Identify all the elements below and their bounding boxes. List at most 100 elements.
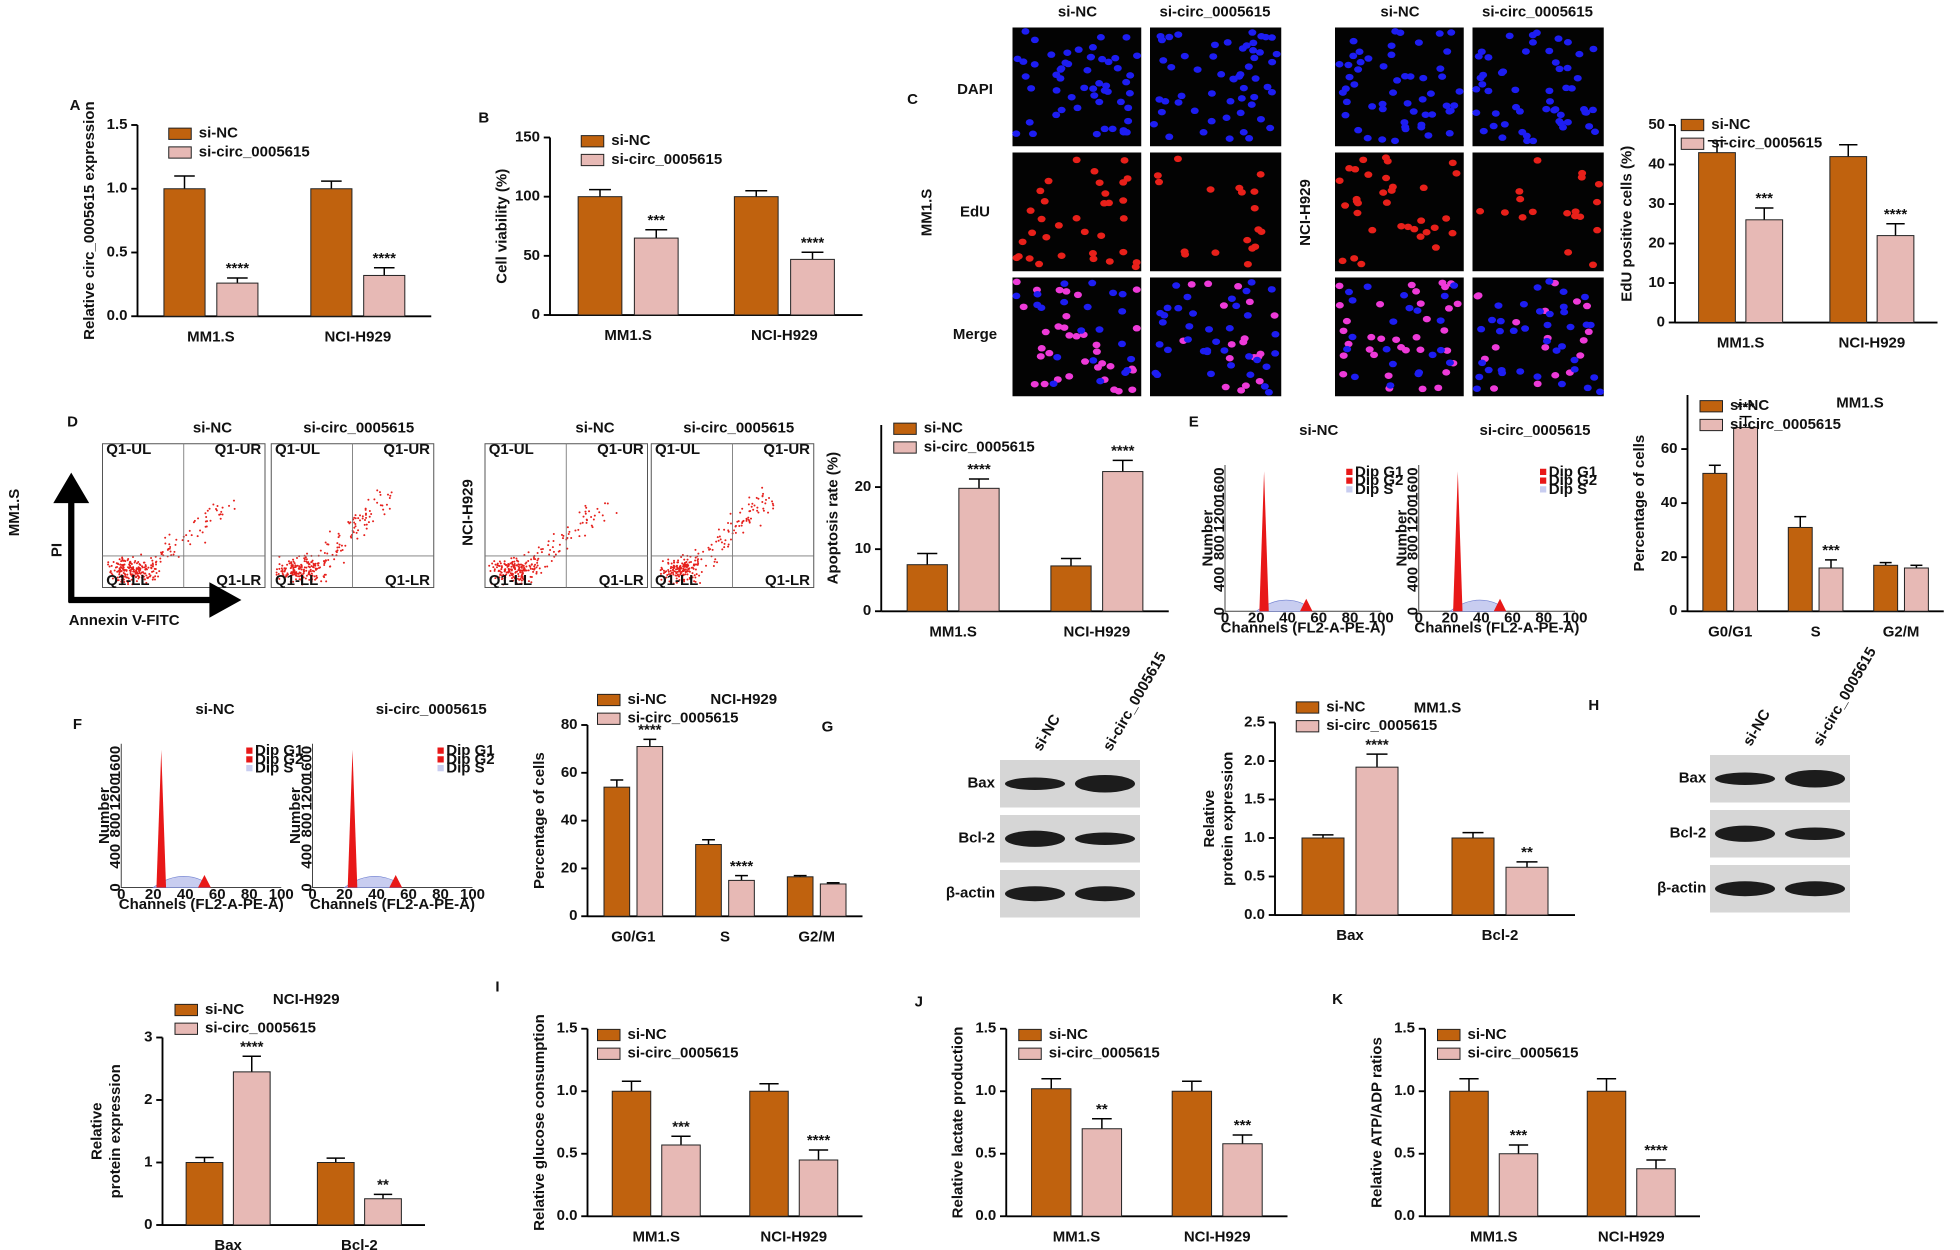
- event-dot: [137, 566, 140, 569]
- column-label: si-NC: [1740, 706, 1774, 749]
- cell-nucleus: [1421, 111, 1430, 118]
- legend-swatch: [1540, 477, 1547, 484]
- event-dot: [336, 546, 339, 549]
- event-dot: [299, 572, 302, 575]
- y-tick-label: 150: [515, 128, 540, 145]
- event-dot: [516, 559, 519, 562]
- event-dot: [310, 560, 313, 563]
- event-dot: [212, 503, 215, 506]
- event-dot: [132, 566, 135, 569]
- event-dot: [675, 577, 678, 580]
- event-dot: [275, 571, 278, 574]
- event-dot: [121, 558, 124, 561]
- cell-nucleus: [1248, 29, 1257, 36]
- event-dot: [325, 580, 328, 583]
- y-tick-label: 2.5: [1244, 713, 1265, 730]
- cell-nucleus: [1030, 36, 1039, 44]
- x-tick-label: MM1.S: [1717, 335, 1765, 352]
- event-dot: [326, 552, 329, 555]
- cell-nucleus: [1172, 282, 1181, 289]
- quadrant-label: Q1-UR: [383, 441, 430, 458]
- event-dot: [521, 576, 524, 579]
- event-dot: [335, 550, 338, 553]
- event-dot: [189, 543, 192, 546]
- cell-nucleus: [1095, 179, 1104, 186]
- cell-nucleus: [1391, 28, 1400, 35]
- significance-label: ***: [672, 1118, 690, 1135]
- event-dot: [315, 577, 318, 580]
- legend-label: Dip S: [446, 760, 484, 777]
- event-dot: [508, 568, 511, 571]
- x-tick-label: 60: [400, 886, 417, 903]
- cell-nucleus: [1056, 66, 1065, 73]
- cell-nucleus: [1479, 71, 1488, 79]
- cell-nucleus: [1033, 290, 1042, 298]
- cell-nucleus: [1077, 327, 1086, 334]
- cell-nucleus: [1496, 317, 1505, 325]
- legend-swatch: [1540, 486, 1547, 493]
- event-dot: [513, 560, 516, 563]
- y-tick-label: 20: [1648, 234, 1665, 251]
- cell-nucleus: [1027, 85, 1036, 92]
- cell-nucleus: [1270, 312, 1279, 319]
- y-tick-label: 800: [298, 812, 315, 837]
- cell-nucleus: [1443, 48, 1452, 55]
- event-dot: [205, 515, 208, 518]
- event-dot: [585, 519, 588, 522]
- event-dot: [327, 559, 330, 562]
- event-dot: [128, 569, 131, 572]
- cell-nucleus: [1120, 157, 1129, 164]
- x-tick-label: 60: [1504, 610, 1521, 627]
- event-dot: [331, 553, 334, 556]
- event-dot: [228, 504, 231, 507]
- event-dot: [752, 508, 755, 511]
- y-tick-label: 400: [1405, 567, 1422, 592]
- cell-nucleus: [1018, 238, 1027, 246]
- event-dot: [721, 548, 724, 551]
- y-axis-label: Relative circ_0005615 expression: [81, 101, 98, 340]
- event-dot: [310, 565, 313, 568]
- cell-line-label: MM1.S: [6, 489, 23, 537]
- x-tick-label: NCI-H929: [751, 327, 818, 344]
- x-tick-label: NCI-H929: [1598, 1228, 1665, 1245]
- cell-nucleus: [1363, 134, 1372, 142]
- x-tick-label: 0: [117, 886, 125, 903]
- cell-nucleus: [1342, 317, 1351, 325]
- cell-nucleus: [1404, 223, 1413, 231]
- event-dot: [317, 562, 320, 565]
- event-dot: [121, 556, 124, 559]
- cell-nucleus: [1444, 305, 1453, 312]
- event-dot: [529, 567, 532, 570]
- event-dot: [727, 543, 730, 546]
- cell-nucleus: [1349, 37, 1358, 45]
- cell-nucleus: [1021, 28, 1030, 35]
- cell-nucleus: [1019, 303, 1028, 311]
- event-dot: [684, 570, 687, 573]
- bar: [1301, 837, 1345, 916]
- bar: [577, 196, 623, 316]
- event-dot: [500, 568, 503, 571]
- cell-nucleus: [1475, 373, 1484, 381]
- cell-nucleus: [1040, 198, 1049, 205]
- legend-swatch: [437, 756, 444, 763]
- bar: [1818, 567, 1844, 612]
- cell-nucleus: [1442, 102, 1451, 109]
- event-dot: [367, 498, 370, 501]
- event-dot: [678, 578, 681, 581]
- event-dot: [298, 575, 301, 578]
- event-dot: [512, 579, 515, 582]
- event-dot: [504, 576, 507, 579]
- legend-swatch: [1437, 1047, 1461, 1060]
- cell-nucleus: [1033, 301, 1042, 309]
- cell-nucleus: [1089, 255, 1098, 263]
- cell-nucleus: [1367, 333, 1376, 341]
- cell-nucleus: [1185, 323, 1194, 330]
- event-dot: [131, 567, 134, 570]
- cell-nucleus: [1521, 325, 1530, 332]
- event-dot: [753, 504, 756, 507]
- cell-nucleus: [1551, 371, 1560, 379]
- cell-nucleus: [1052, 87, 1061, 94]
- bar: [1498, 1153, 1539, 1217]
- event-dot: [174, 543, 177, 546]
- event-dot: [337, 532, 340, 535]
